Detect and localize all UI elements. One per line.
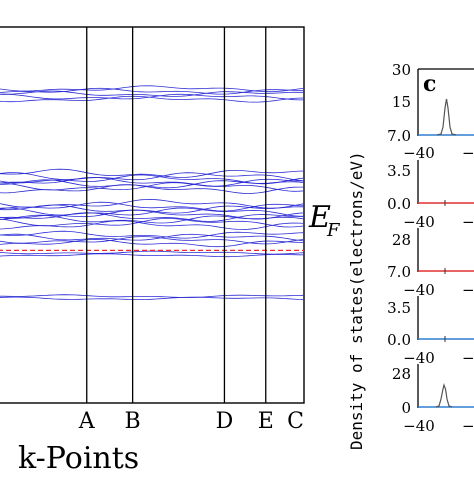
k-point-tick-d: D	[216, 409, 234, 434]
band-line-22	[0, 233, 305, 242]
dos-subplot-4-ytick-35: 3.5	[387, 299, 411, 317]
dos-y-axis-label: Density of states(electrons/eV)	[347, 151, 366, 450]
dos-subplot-5-xtick-b: −3	[462, 417, 474, 435]
dos-subplot-4-xtick-b: −3	[462, 349, 474, 367]
fermi-label: E F	[308, 200, 341, 241]
dos-subplot-2-xtick-b: −3	[462, 213, 474, 231]
dos-subplot-1-ytick-15: 15	[392, 93, 411, 111]
dos-subplot-4: 3.5 0.0 −40 −3	[387, 296, 474, 367]
band-line-2	[0, 90, 305, 97]
dos-subplot-1-peak	[436, 98, 457, 136]
dos-subplot-5-ytick-0: 0	[401, 399, 411, 417]
dos-subplot-3-xtick-b: −3	[462, 281, 474, 299]
band-line-6	[0, 172, 305, 182]
k-point-tick-a: A	[78, 409, 96, 434]
band-line-11	[0, 184, 304, 194]
dos-subplot-5: 28 0 −40 −3	[392, 364, 474, 435]
dos-subplot-3-ytick-7: 7.0	[387, 263, 411, 281]
band-line-1	[0, 87, 305, 95]
fermi-label-e: E	[308, 200, 331, 235]
dos-subplot-5-xtick-a: −40	[403, 417, 435, 435]
band-line-18	[0, 214, 305, 224]
dos-panel: Density of states(electrons/eV) 30 15 7.…	[347, 61, 474, 450]
dos-subplot-2-ytick-0: 0.0	[387, 195, 411, 213]
panel-label: c	[423, 71, 436, 97]
band-line-12	[0, 198, 305, 209]
band-plot-frame	[0, 26, 305, 404]
dos-subplot-5-peak	[435, 382, 453, 408]
band-line-5	[0, 168, 305, 178]
band-line-26	[0, 253, 305, 258]
fermi-label-subscript: F	[326, 220, 341, 241]
dos-subplot-3: 28 7.0 −40 −3	[387, 228, 474, 299]
dos-subplot-2: 3.5 0.0 −40 −3	[387, 160, 474, 231]
band-line-23	[0, 236, 305, 245]
dos-subplot-1: 30 15 7.0 c −40 −3	[387, 61, 474, 162]
dos-subplot-5-ytick-28: 28	[392, 365, 411, 383]
dos-subplot-2-ytick-35: 3.5	[387, 162, 411, 180]
k-point-tick-e: E	[258, 409, 274, 434]
dos-subplot-1-xtick-b: −3	[462, 144, 474, 162]
dos-subplot-1-ytick-7: 7.0	[387, 127, 411, 145]
dos-subplot-1-xtick-a: −40	[403, 144, 435, 162]
band-line-14	[0, 204, 305, 214]
band-line-27	[0, 294, 305, 298]
band-line-15	[0, 207, 305, 217]
dos-subplot-4-xtick-a: −40	[403, 349, 435, 367]
band-line-24	[0, 238, 305, 248]
band-line-21	[0, 230, 305, 239]
band-line-9	[0, 179, 305, 189]
k-point-dividers	[86, 27, 267, 403]
panel-label-box	[421, 70, 442, 94]
dos-subplot-1-ytick-30: 30	[392, 61, 411, 79]
k-point-tick-b: B	[125, 409, 141, 434]
dos-subplot-4-ytick-0: 0.0	[387, 331, 411, 349]
x-axis-label: k-Points	[18, 441, 139, 474]
band-line-17	[0, 212, 305, 222]
dos-subplot-2-xtick-a: −40	[403, 213, 435, 231]
band-line-25	[0, 250, 305, 255]
k-point-tick-c: C	[287, 409, 304, 434]
band-line-8	[0, 176, 304, 187]
band-line-28	[0, 296, 305, 301]
band-line-4	[0, 95, 305, 103]
band-line-20	[0, 220, 305, 230]
band-line-13	[0, 201, 305, 212]
dos-subplot-3-ytick-28: 28	[392, 231, 411, 249]
band-lines	[0, 85, 305, 301]
dos-subplot-3-xtick-a: −40	[403, 281, 435, 299]
